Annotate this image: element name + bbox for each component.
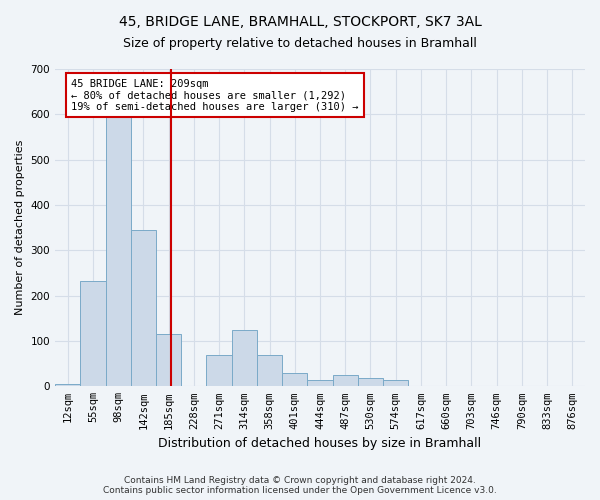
Bar [156, 334, 181, 386]
Bar [358, 378, 383, 386]
Y-axis label: Number of detached properties: Number of detached properties [15, 140, 25, 316]
Bar [80, 281, 106, 386]
Bar [257, 354, 282, 386]
Text: Size of property relative to detached houses in Bramhall: Size of property relative to detached ho… [123, 38, 477, 51]
Bar [106, 97, 131, 386]
Bar [131, 230, 156, 386]
Bar [383, 380, 409, 386]
Bar [206, 354, 232, 386]
Bar [232, 330, 257, 386]
Text: Contains HM Land Registry data © Crown copyright and database right 2024.
Contai: Contains HM Land Registry data © Crown c… [103, 476, 497, 495]
Text: 45, BRIDGE LANE, BRAMHALL, STOCKPORT, SK7 3AL: 45, BRIDGE LANE, BRAMHALL, STOCKPORT, SK… [119, 15, 481, 29]
Bar [307, 380, 332, 386]
X-axis label: Distribution of detached houses by size in Bramhall: Distribution of detached houses by size … [158, 437, 482, 450]
Text: 45 BRIDGE LANE: 209sqm
← 80% of detached houses are smaller (1,292)
19% of semi-: 45 BRIDGE LANE: 209sqm ← 80% of detached… [71, 78, 358, 112]
Bar [332, 375, 358, 386]
Bar [55, 384, 80, 386]
Bar [282, 372, 307, 386]
